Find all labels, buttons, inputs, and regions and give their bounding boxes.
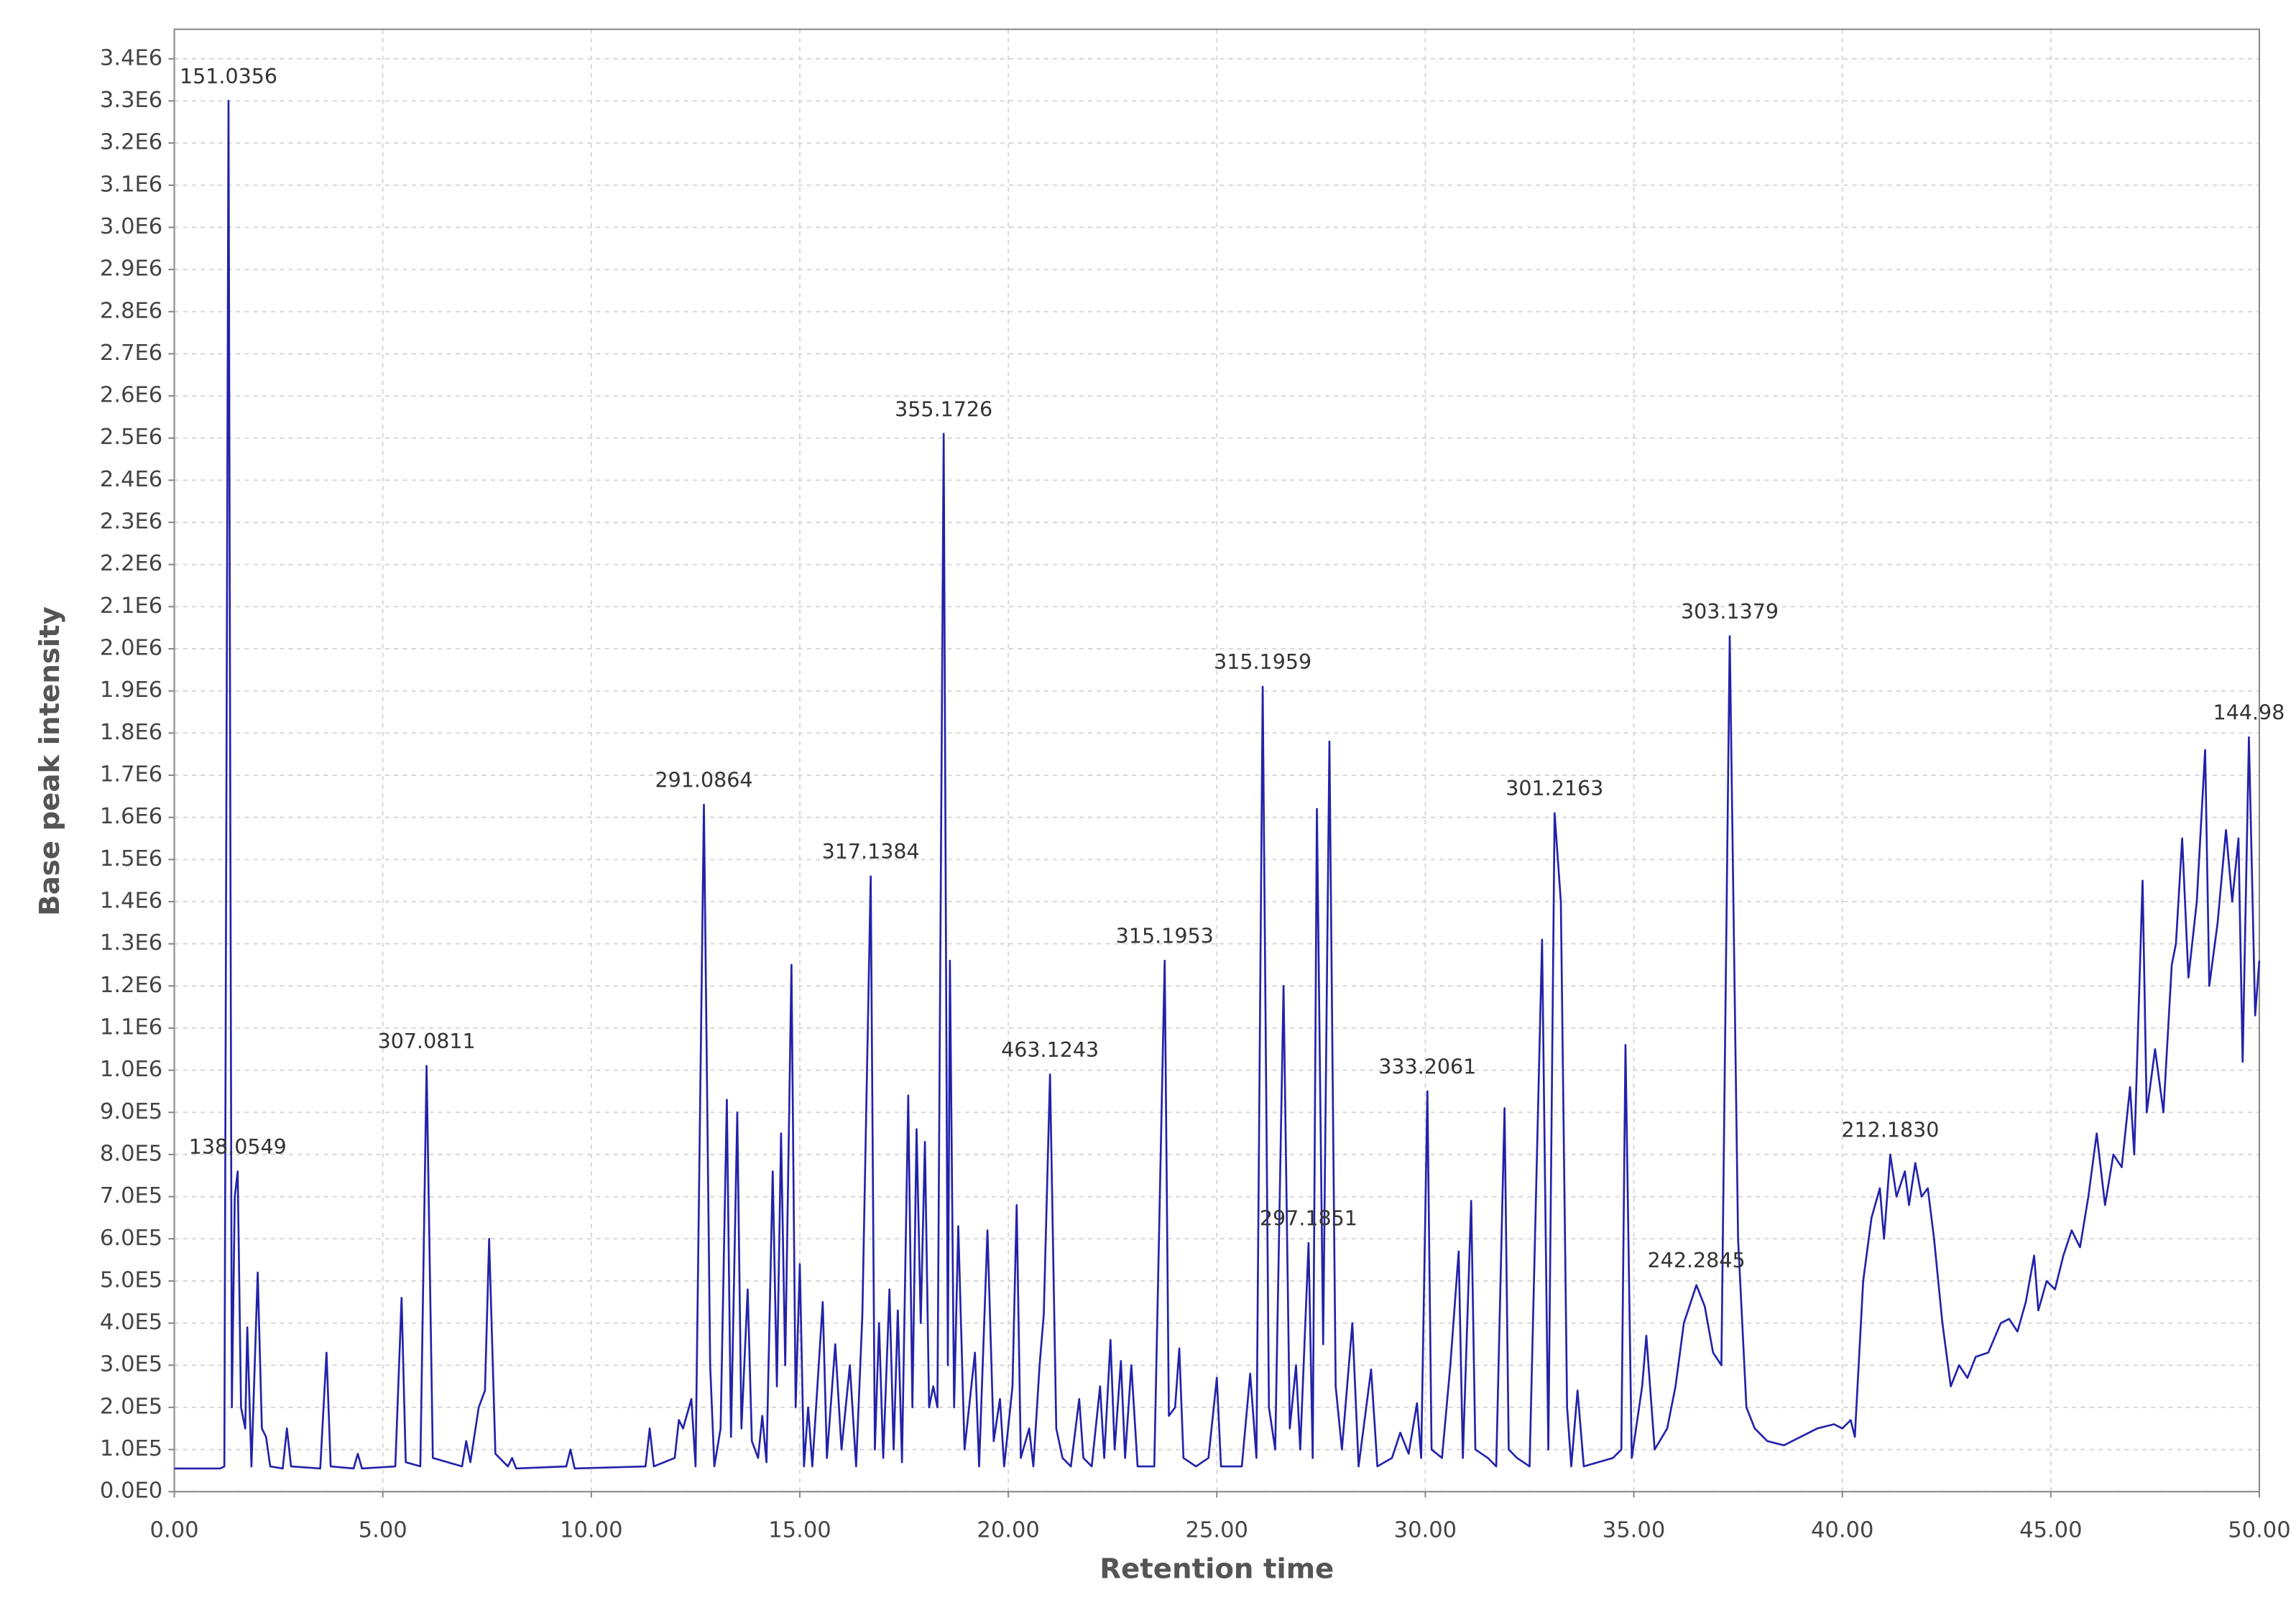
- y-tick-label: 1.8E6: [100, 720, 162, 745]
- y-tick-label: 0.0E0: [100, 1479, 162, 1504]
- peak-label: 242.2845: [1648, 1249, 1746, 1272]
- y-tick-label: 3.0E6: [100, 214, 162, 239]
- y-tick-label: 9.0E5: [100, 1099, 162, 1124]
- y-tick-label: 2.1E6: [100, 593, 162, 619]
- peak-label: 291.0864: [655, 768, 752, 792]
- y-tick-label: 1.6E6: [100, 804, 162, 829]
- y-tick-label: 2.7E6: [100, 341, 162, 366]
- peak-label: 463.1243: [1001, 1038, 1099, 1062]
- peak-label: 315.1953: [1116, 925, 1214, 948]
- peak-label: 307.0811: [378, 1030, 476, 1053]
- x-tick-label: 40.00: [1811, 1518, 1873, 1543]
- x-tick-label: 5.00: [359, 1518, 407, 1543]
- y-tick-label: 2.8E6: [100, 298, 162, 323]
- y-tick-label: 8.0E5: [100, 1141, 162, 1166]
- peak-label: 303.1379: [1681, 600, 1779, 624]
- y-tick-label: 1.2E6: [100, 973, 162, 998]
- x-tick-label: 35.00: [1603, 1518, 1665, 1543]
- peak-label: 297.1851: [1260, 1207, 1357, 1231]
- peak-label: 151.0356: [180, 65, 277, 88]
- y-tick-label: 2.4E6: [100, 467, 162, 492]
- data-line: [174, 100, 2261, 1470]
- y-tick-label: 1.5E6: [100, 846, 162, 871]
- peak-label: 333.2061: [1378, 1055, 1476, 1078]
- y-tick-label: 3.3E6: [100, 88, 162, 113]
- y-tick-label: 1.0E5: [100, 1436, 162, 1461]
- y-axis-title: Base peak intensity: [34, 606, 66, 916]
- y-tick-label: 2.5E6: [100, 425, 162, 450]
- peak-label: 212.1830: [1841, 1118, 1939, 1142]
- y-tick-label: 2.2E6: [100, 551, 162, 576]
- peak-label: 144.98: [2213, 701, 2285, 725]
- x-tick-label: 10.00: [560, 1518, 622, 1543]
- y-tick-label: 2.6E6: [100, 383, 162, 408]
- peak-label: 301.2163: [1506, 777, 1603, 800]
- x-tick-label: 15.00: [768, 1518, 831, 1543]
- y-tick-label: 6.0E5: [100, 1226, 162, 1251]
- y-tick-label: 1.1E6: [100, 1014, 162, 1040]
- y-tick-label: 5.0E5: [100, 1267, 162, 1293]
- peak-label: 355.1726: [895, 397, 992, 421]
- peak-label: 138.0549: [189, 1135, 287, 1159]
- y-tick-label: 1.3E6: [100, 930, 162, 956]
- peak-label: 317.1384: [822, 840, 920, 864]
- y-tick-label: 3.0E5: [100, 1352, 162, 1377]
- y-tick-label: 1.9E6: [100, 678, 162, 703]
- x-tick-label: 0.00: [150, 1518, 199, 1543]
- x-tick-label: 20.00: [977, 1518, 1039, 1543]
- y-tick-label: 2.3E6: [100, 509, 162, 535]
- y-tick-label: 1.4E6: [100, 888, 162, 913]
- x-tick-label: 25.00: [1186, 1518, 1248, 1543]
- y-tick-label: 3.2E6: [100, 130, 162, 155]
- y-tick-label: 3.1E6: [100, 172, 162, 197]
- y-tick-label: 1.0E6: [100, 1057, 162, 1082]
- x-tick-label: 30.00: [1394, 1518, 1457, 1543]
- y-tick-label: 2.0E5: [100, 1394, 162, 1419]
- y-tick-label: 3.4E6: [100, 45, 162, 70]
- x-axis-title: Retention time: [1099, 1553, 1334, 1586]
- x-tick-label: 45.00: [2019, 1518, 2082, 1543]
- y-tick-label: 4.0E5: [100, 1310, 162, 1335]
- y-tick-label: 1.7E6: [100, 762, 162, 787]
- y-tick-label: 7.0E5: [100, 1183, 162, 1208]
- y-tick-label: 2.9E6: [100, 256, 162, 282]
- y-tick-label: 2.0E6: [100, 636, 162, 661]
- peak-label: 315.1959: [1214, 650, 1311, 674]
- x-tick-label: 50.00: [2228, 1518, 2290, 1543]
